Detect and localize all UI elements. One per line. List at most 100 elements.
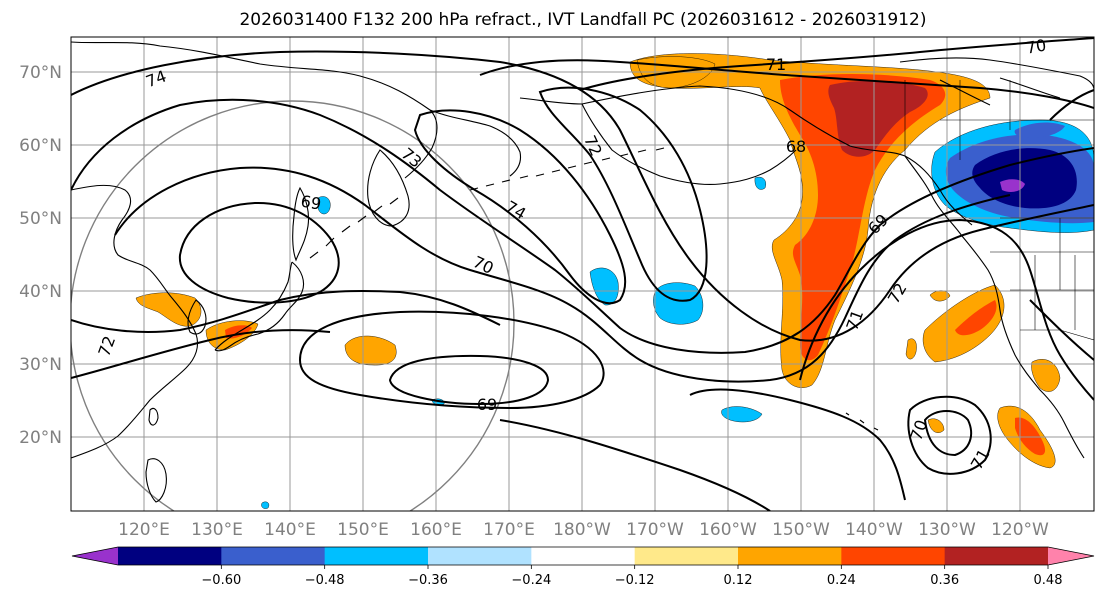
colorbar-tick-label: 0.36 [930,573,959,588]
lon-label: 170°W [626,520,684,540]
negative-anomaly-region [721,406,763,423]
positive-anomaly-region [927,418,945,433]
negative-anomaly-region [317,196,331,215]
map-panel: 74 73 72 69 74 70 69 71 68 69 72 71 70 7… [70,35,1095,512]
lat-label: 30°N [19,355,62,375]
contour-line [689,388,906,501]
contour-line [579,37,1094,91]
longitude-labels: 120°E 130°E 140°E 150°E 160°E 170°E 180°… [118,520,1049,540]
asia-coastline [71,41,438,459]
lat-label: 20°N [19,428,62,448]
colorbar-tick-label: 0.48 [1034,573,1063,588]
contour-line [71,289,501,333]
lat-label: 50°N [19,209,62,229]
hawaii-islands [845,412,879,431]
negative-anomaly-region [589,267,619,306]
kuril-islands [309,197,399,259]
colorbar-tick-label: −0.24 [511,573,551,588]
contour-line [799,218,1094,401]
lat-label: 40°N [19,282,62,302]
colorbar-tick-label: −0.60 [201,573,241,588]
contour-line [1049,89,1094,121]
colorbar-bin [428,547,532,565]
lon-label: 130°E [191,520,243,540]
lat-label: 70°N [19,63,62,83]
positive-anomaly-region [629,53,991,388]
contour-label: 69 [299,191,322,213]
lon-label: 180°W [553,520,611,540]
colorbar-tick-label: −0.48 [305,573,345,588]
colorbar: −0.60 −0.48 −0.36 −0.24 −0.12 0.12 0.24 0.36 0.4… [71,546,1095,588]
contour-line [1029,299,1094,361]
contour-line [71,98,1094,354]
colorbar-bin [944,547,1049,565]
range-circle [71,100,515,511]
colorbar-tick-label: −0.12 [615,573,655,588]
lon-label: 160°W [699,520,757,540]
lat-label: 60°N [19,136,62,156]
negative-anomaly-region [972,148,1077,209]
colorbar-bin [118,547,222,565]
coastlines [71,41,1094,503]
philippines-coastline [145,458,167,503]
korea-coastline [187,299,207,335]
refractivity-contours [71,37,1094,511]
lon-label: 120°E [118,520,170,540]
negative-anomaly-region [653,282,704,325]
lon-label: 150°E [337,520,389,540]
contour-label: 68 [786,137,806,156]
lon-label: 140°W [845,520,903,540]
taiwan-coastline [148,407,159,426]
contour-line [71,50,1094,342]
contour-line [923,410,973,457]
contour-line [71,329,331,379]
lon-label: 160°E [410,520,462,540]
contour-line [388,354,550,406]
contour-line [907,395,992,475]
positive-anomaly-region [905,338,917,360]
contour-label: 71 [766,55,786,74]
colorbar-tick-label: −0.36 [408,573,448,588]
negative-anomaly-region [261,501,270,509]
canada-arctic-coast [899,57,1094,106]
contour-line [538,86,708,302]
colorbar-bin [324,547,429,565]
colorbar-bin [738,547,842,565]
colorbar-bin [221,547,326,565]
lon-label: 140°E [264,520,316,540]
colorbar-bin [531,547,636,565]
negative-anomaly-region [754,176,766,190]
contour-line [114,166,1011,383]
bering-coast [429,97,583,177]
latitude-labels: 70°N 60°N 50°N 40°N 30°N 20°N [19,63,62,448]
map-frame [70,36,1095,512]
negative-anomaly-region [1000,179,1025,192]
colorbar-tick-label: 0.24 [827,573,856,588]
bc-coastline [904,155,1085,459]
contour-line [499,419,771,511]
colorbar-bin [634,547,739,565]
lon-label: 150°W [772,520,830,540]
positive-anomaly-region [955,300,997,336]
contour-line [178,201,340,304]
positive-anomaly-region [135,292,202,327]
positive-anomaly-region [1031,359,1061,392]
positive-anomaly-region [828,80,928,157]
colorbar-tick-label: 0.12 [724,573,753,588]
colorbar-bin [841,547,946,565]
positive-anomaly-region [1015,417,1046,456]
lon-label: 170°E [483,520,535,540]
positive-anomaly-region [780,74,946,361]
colorbar-outline [71,546,1095,566]
contour-label: 70 [1024,35,1047,57]
colorbar-extend-high [1048,547,1094,565]
contour-line [413,109,627,305]
negative-anomaly-region [1014,122,1065,138]
colorbar-extend-low [72,547,118,565]
lon-label: 130°W [918,520,976,540]
contour-line [479,59,1094,109]
contour-label: 69 [477,395,497,414]
contour-line [298,310,605,410]
map-title: 2026031400 F132 200 hPa refract., IVT La… [239,10,926,30]
sakhalin-coastline [292,186,310,262]
